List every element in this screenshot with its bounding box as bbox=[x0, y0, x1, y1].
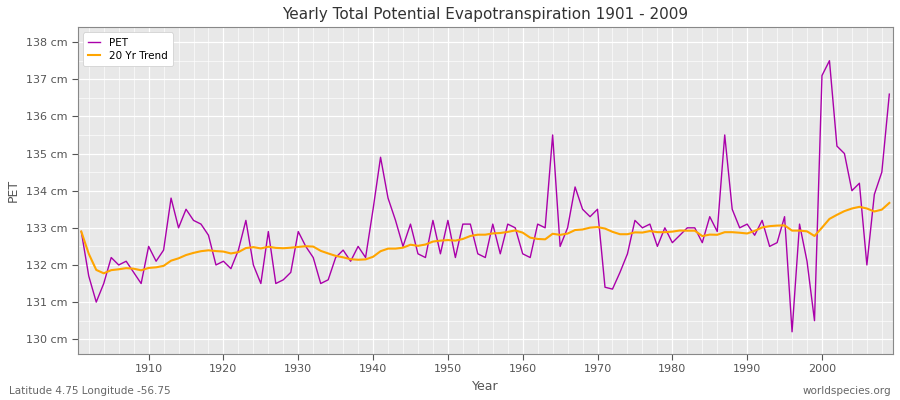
PET bbox=[76, 229, 86, 234]
PET bbox=[136, 281, 147, 286]
20 Yr Trend bbox=[143, 266, 154, 270]
Line: PET: PET bbox=[81, 61, 889, 332]
20 Yr Trend bbox=[615, 232, 626, 237]
20 Yr Trend bbox=[884, 200, 895, 205]
20 Yr Trend bbox=[518, 230, 528, 235]
20 Yr Trend bbox=[308, 244, 319, 249]
Legend: PET, 20 Yr Trend: PET, 20 Yr Trend bbox=[83, 32, 173, 66]
20 Yr Trend bbox=[353, 257, 364, 262]
Title: Yearly Total Potential Evapotranspiration 1901 - 2009: Yearly Total Potential Evapotranspiratio… bbox=[283, 7, 688, 22]
Line: 20 Yr Trend: 20 Yr Trend bbox=[81, 203, 889, 273]
20 Yr Trend bbox=[525, 235, 535, 240]
PET bbox=[518, 252, 528, 256]
PET bbox=[301, 244, 311, 249]
X-axis label: Year: Year bbox=[472, 380, 499, 393]
PET bbox=[824, 58, 835, 63]
20 Yr Trend bbox=[98, 271, 109, 276]
Y-axis label: PET: PET bbox=[7, 179, 20, 202]
Text: Latitude 4.75 Longitude -56.75: Latitude 4.75 Longitude -56.75 bbox=[9, 386, 171, 396]
20 Yr Trend bbox=[76, 229, 86, 234]
PET bbox=[787, 330, 797, 334]
PET bbox=[509, 226, 520, 230]
PET bbox=[608, 287, 618, 292]
Text: worldspecies.org: worldspecies.org bbox=[803, 386, 891, 396]
PET bbox=[884, 92, 895, 96]
PET bbox=[346, 259, 356, 264]
